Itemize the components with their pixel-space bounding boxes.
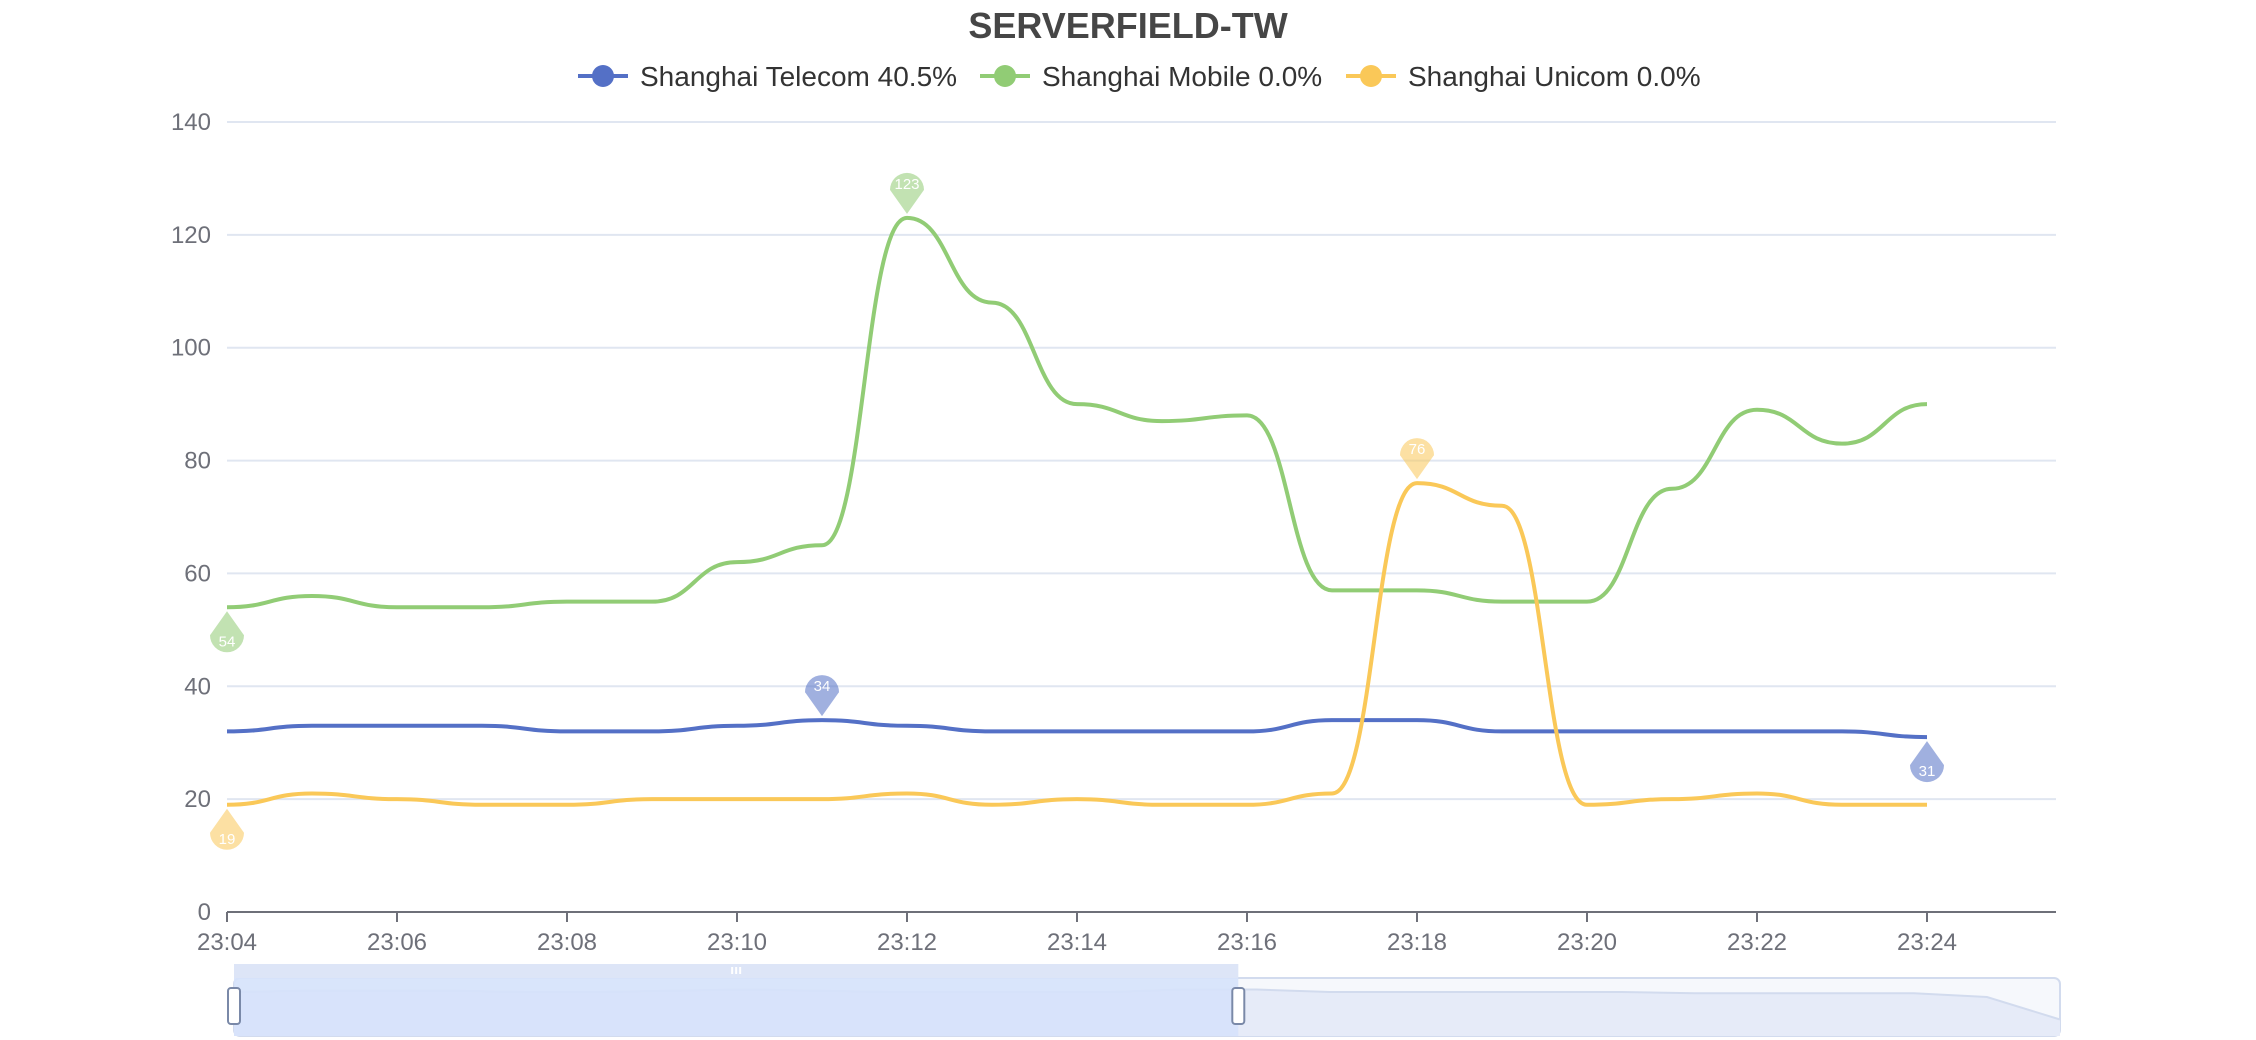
y-tick-label: 140 [171, 109, 211, 136]
marker-pin: 123 [890, 172, 924, 214]
x-tick-label: 23:24 [1897, 929, 1957, 956]
legend-item-2[interactable]: Shanghai Unicom 0.0% [1346, 61, 1701, 92]
y-tick-label: 0 [198, 899, 211, 926]
marker-pin: 54 [210, 611, 244, 653]
marker-pin: 19 [210, 808, 244, 850]
series-line-1 [226, 215, 1928, 610]
y-tick-label: 80 [184, 448, 211, 475]
marker-pin: 76 [1400, 438, 1434, 480]
x-tick-label: 23:12 [877, 929, 937, 956]
legend-label: Shanghai Telecom 40.5% [640, 61, 957, 92]
x-tick-label: 23:20 [1557, 929, 1617, 956]
x-tick-label: 23:16 [1217, 929, 1277, 956]
grid-lines [227, 121, 2056, 801]
x-tick-label: 23:08 [537, 929, 597, 956]
x-tick-label: 23:10 [707, 929, 767, 956]
zoom-handle-end[interactable] [1231, 987, 1246, 1025]
legend-label: Shanghai Unicom 0.0% [1408, 61, 1701, 92]
marker-label: 19 [219, 831, 236, 848]
y-tick-label: 120 [171, 222, 211, 249]
marker-pin: 31 [1910, 741, 1944, 783]
y-tick-label: 40 [184, 673, 211, 700]
marker-pin: 34 [805, 675, 839, 717]
marker-label: 31 [1919, 763, 1936, 780]
marker-label: 76 [1409, 441, 1426, 458]
y-axis: 0 20 40 60 80 100 120 140 [171, 109, 211, 926]
y-tick-label: 100 [171, 335, 211, 362]
legend-label: Shanghai Mobile 0.0% [1042, 61, 1322, 92]
series-lines [226, 215, 1928, 807]
zoom-selected-range[interactable] [234, 978, 1239, 1036]
y-tick-label: 20 [184, 786, 211, 813]
legend: Shanghai Telecom 40.5% Shanghai Mobile 0.… [578, 61, 1701, 92]
zoom-handle-start[interactable] [227, 987, 241, 1025]
series-line-2 [226, 481, 1927, 807]
x-tick-label: 23:06 [367, 929, 427, 956]
chart-title: SERVERFIELD-TW [968, 5, 1287, 46]
series-line-0 [226, 718, 1928, 740]
x-tick-label: 23:22 [1727, 929, 1787, 956]
marker-label: 54 [219, 633, 236, 650]
x-tick-label: 23:18 [1387, 929, 1447, 956]
legend-item-0[interactable]: Shanghai Telecom 40.5% [578, 61, 957, 92]
marker-pins: 34 31 123 54 76 19 [210, 172, 1944, 850]
x-tick-label: 23:04 [197, 929, 257, 956]
x-axis: 23:04 23:06 23:08 23:10 23:12 23:14 23:16 23:18… [197, 911, 2056, 956]
marker-label: 123 [894, 176, 919, 193]
x-tick-label: 23:14 [1047, 929, 1107, 956]
y-tick-label: 60 [184, 560, 211, 587]
legend-item-1[interactable]: Shanghai Mobile 0.0% [980, 61, 1322, 92]
data-zoom-slider[interactable] [227, 964, 2061, 1037]
marker-label: 34 [814, 678, 831, 695]
